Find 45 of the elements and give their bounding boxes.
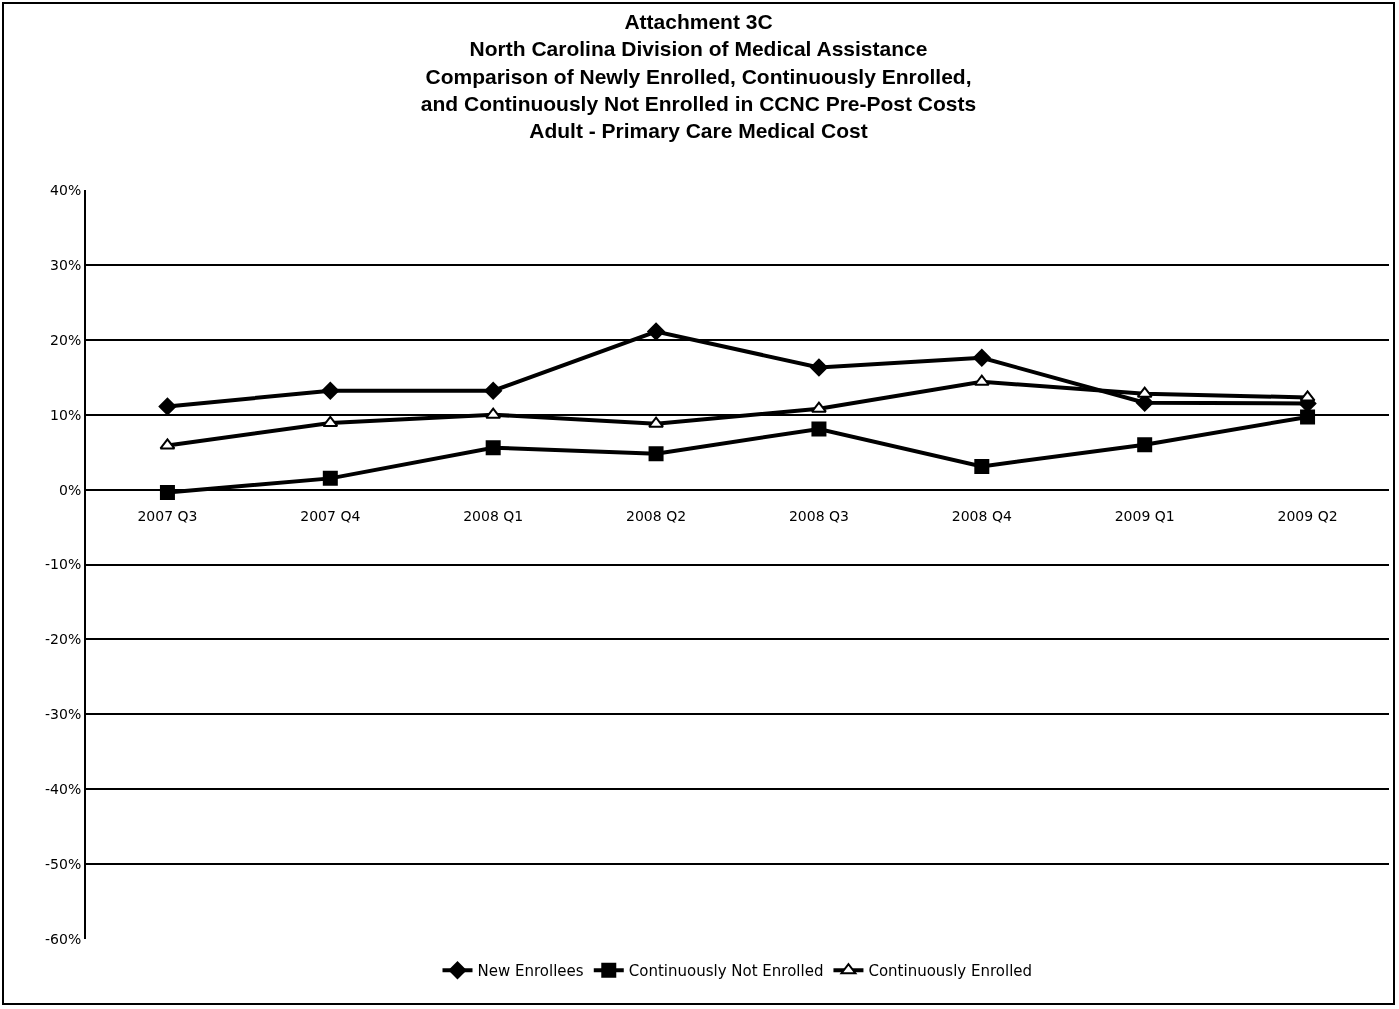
point: [647, 322, 665, 341]
y-tick-label: 20%: [50, 331, 82, 348]
chart-title: Attachment 3C North Carolina Division of Medical Assistance Comparison of Newly Enrolled, Continuously Enrolled, and Continuously Not Enrolled in CCNC Pre-Post Costs Adult - Primary Care Medical Cost: [420, 9, 977, 143]
point: [485, 440, 501, 456]
point: [158, 397, 177, 416]
point: [322, 415, 339, 427]
point: [648, 416, 664, 428]
point: [811, 401, 827, 413]
y-tick-label: -40%: [45, 781, 82, 798]
x-tick-label: 2007 Q3: [137, 507, 198, 524]
point: [1136, 386, 1153, 398]
point: [321, 381, 340, 400]
x-tick-label: 2009 Q1: [1114, 507, 1175, 524]
x-tick-label: 2008 Q2: [626, 507, 687, 524]
point: [648, 446, 664, 462]
y-tick-label: -30%: [45, 706, 82, 723]
point: [485, 407, 502, 419]
legend-label: New Enrollees: [477, 962, 584, 981]
y-tick-label: -50%: [45, 856, 82, 872]
x-tick-label: 2007 Q4: [300, 507, 361, 524]
legend-label: Continuously Enrolled: [868, 962, 1033, 981]
x-tick-label: 2008 Q4: [951, 507, 1012, 524]
point: [973, 374, 990, 386]
legend-label: Continuously Not Enrolled: [628, 962, 824, 981]
y-tick-label: -10%: [45, 556, 82, 573]
point: [322, 470, 338, 486]
point: [811, 421, 827, 437]
point: [484, 381, 502, 400]
y-tick-label: 0%: [58, 481, 82, 498]
point: [810, 358, 828, 377]
x-tick-label: 2008 Q3: [788, 507, 849, 524]
point: [973, 348, 991, 367]
point: [1299, 390, 1316, 402]
y-tick-label: 40%: [50, 181, 82, 198]
point: [1300, 409, 1316, 425]
point: [159, 438, 176, 450]
x-tick-label: 2009 Q2: [1277, 507, 1338, 524]
x-tick-label: 2008 Q1: [463, 507, 524, 524]
y-tick-label: 30%: [50, 256, 82, 273]
y-tick-label: 10%: [50, 406, 82, 423]
y-tick-label: -60%: [45, 930, 82, 947]
point: [974, 458, 990, 474]
y-tick-label: -20%: [45, 631, 82, 648]
point: [159, 485, 175, 501]
point: [1137, 437, 1153, 453]
